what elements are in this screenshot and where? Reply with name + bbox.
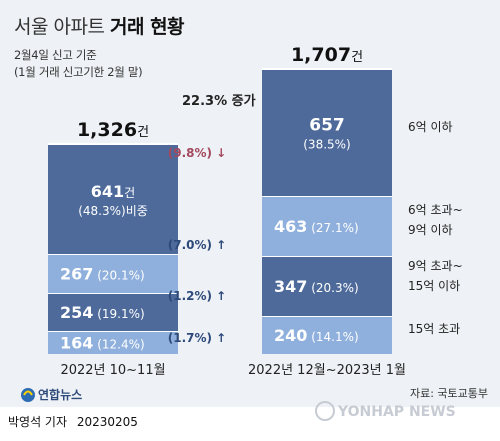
watermark-icon: [315, 401, 335, 421]
legend-label: 15억 초과: [408, 322, 460, 336]
x-tick-label: 2022년 12월~2023년 1월: [248, 363, 406, 378]
bar-value-label: 254 (19.1%): [60, 303, 145, 322]
brand-name: 연합뉴스: [38, 387, 82, 402]
bar-value-label: 641건: [91, 182, 135, 201]
bar-segment-0-1: [48, 293, 178, 331]
change-label: (1.7%) ↑: [168, 331, 226, 345]
legend-label: 15억 이하: [408, 279, 460, 293]
x-tick-label: 2022년 10~11월: [60, 363, 165, 378]
title-bold: 거래 현황: [110, 16, 185, 38]
source-label: 자료: 국토교통부: [410, 387, 488, 400]
bar-value-label: 657: [309, 116, 345, 136]
bar-value-label: 267 (20.1%): [60, 265, 145, 284]
change-label: (1.2%) ↑: [168, 289, 226, 303]
legend-label: 6억 초과~: [408, 203, 463, 217]
bar-total-label: 1,326건: [77, 119, 149, 141]
change-label: (9.8%) ↓: [168, 146, 226, 160]
bar-segment-0-0: [48, 331, 178, 354]
subtitle-line1: 2월4일 신고 기준: [14, 48, 97, 62]
bar-value-label: 240 (14.1%): [274, 326, 359, 345]
brand-logo-mark: [23, 390, 33, 396]
title-light: 서울 아파트: [14, 16, 105, 38]
legend-label: 9억 이하: [408, 223, 453, 237]
bar-segment-1-2: [262, 196, 392, 256]
reporter-name: 박영석 기자: [8, 415, 68, 429]
growth-label: 22.3% 증가: [182, 94, 256, 109]
bar-value-label: 164 (12.4%): [60, 334, 145, 353]
bar-segment-0-3: [48, 144, 178, 254]
bar-percent-label: (48.3%)비중: [78, 204, 148, 218]
chart-title: 서울 아파트 거래 현황: [14, 12, 185, 39]
subtitle-line2: (1월 거래 신고기한 2월 말): [14, 65, 143, 79]
bar-segment-1-0: [262, 316, 392, 354]
bar-total-label: 1,707건: [291, 44, 363, 66]
bar-segment-1-3: [262, 69, 392, 196]
bar-value-label: 463 (27.1%): [274, 217, 359, 236]
change-label: (7.0%) ↑: [168, 238, 226, 252]
bar-value-label: 347 (20.3%): [274, 277, 359, 296]
byline: 박영석 기자 20230205: [8, 413, 144, 430]
legend-label: 6억 이하: [408, 120, 453, 134]
bar-percent-label: (38.5%): [303, 138, 350, 152]
publish-date: 20230205: [76, 415, 138, 429]
brand-logo-icon: [21, 388, 35, 402]
bar-segment-1-1: [262, 256, 392, 316]
watermark-text: YONHAP NEWS: [337, 404, 456, 420]
legend-label: 9억 초과~: [408, 259, 463, 273]
bar-segment-0-2: [48, 254, 178, 293]
